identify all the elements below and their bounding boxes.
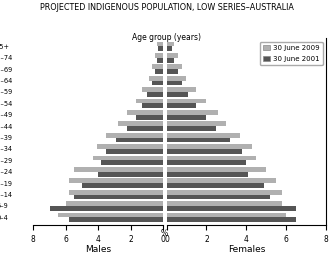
Bar	[128, 110, 163, 115]
Bar	[69, 190, 163, 195]
Bar	[82, 183, 163, 188]
Bar	[166, 212, 286, 217]
Bar	[166, 92, 188, 97]
Bar	[166, 69, 178, 74]
Bar	[157, 41, 163, 46]
Text: %: %	[161, 229, 168, 238]
Bar	[116, 137, 163, 142]
Bar	[69, 178, 163, 183]
Bar	[166, 195, 270, 199]
Bar	[157, 58, 163, 62]
Bar	[155, 53, 163, 58]
Bar	[166, 64, 182, 69]
Bar	[166, 76, 186, 81]
Bar	[166, 53, 178, 58]
Bar	[166, 58, 174, 62]
X-axis label: Males: Males	[85, 246, 111, 254]
Bar	[106, 133, 163, 137]
Bar	[166, 126, 216, 131]
Bar	[152, 81, 163, 85]
Bar	[155, 69, 163, 74]
Bar	[166, 81, 182, 85]
Bar	[97, 144, 163, 149]
Legend: 30 June 2009, 30 June 2001: 30 June 2009, 30 June 2001	[260, 42, 323, 65]
Bar	[58, 212, 163, 217]
Text: Age group (years): Age group (years)	[132, 33, 201, 42]
Bar	[102, 160, 163, 165]
Bar	[166, 41, 174, 46]
Bar	[166, 160, 246, 165]
Bar	[74, 195, 163, 199]
Bar	[93, 156, 163, 160]
Bar	[166, 201, 282, 206]
Bar	[166, 103, 196, 108]
Bar	[166, 110, 218, 115]
Bar	[166, 99, 206, 103]
Bar	[136, 99, 163, 103]
Bar	[106, 149, 163, 154]
Bar	[166, 178, 276, 183]
Bar	[147, 92, 163, 97]
Bar	[118, 121, 163, 126]
Bar	[166, 149, 242, 154]
Bar	[166, 121, 226, 126]
Bar	[166, 46, 172, 51]
Bar	[50, 206, 163, 211]
Bar	[142, 103, 163, 108]
Bar	[166, 183, 264, 188]
Bar	[166, 206, 296, 211]
Text: PROJECTED INDIGENOUS POPULATION, LOW SERIES–AUSTRALIA: PROJECTED INDIGENOUS POPULATION, LOW SER…	[40, 3, 293, 12]
Bar	[66, 201, 163, 206]
Bar	[166, 172, 248, 176]
Bar	[128, 126, 163, 131]
Bar	[74, 167, 163, 172]
Bar	[166, 87, 196, 92]
Bar	[166, 167, 266, 172]
Bar	[166, 217, 296, 222]
Bar	[142, 87, 163, 92]
Bar	[166, 115, 206, 120]
Bar	[166, 137, 230, 142]
Bar	[149, 76, 163, 81]
Bar	[158, 46, 163, 51]
Bar	[166, 144, 252, 149]
Bar	[136, 115, 163, 120]
X-axis label: Females: Females	[228, 246, 265, 254]
Bar	[166, 156, 256, 160]
Bar	[152, 64, 163, 69]
Bar	[166, 190, 282, 195]
Bar	[69, 217, 163, 222]
Bar	[166, 133, 240, 137]
Bar	[98, 172, 163, 176]
